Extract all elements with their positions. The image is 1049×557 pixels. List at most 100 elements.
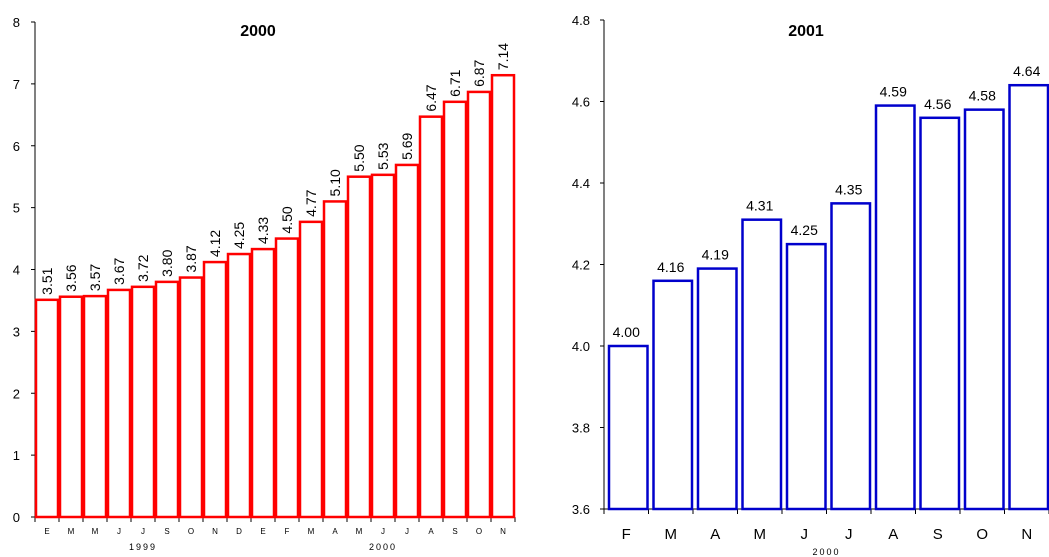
bar [370, 173, 396, 519]
chart-title: 2001 [788, 23, 824, 40]
data-label: 4.33 [255, 217, 271, 244]
data-label: 5.50 [351, 144, 367, 171]
data-label: 4.25 [791, 222, 818, 238]
x-tick-label: M [308, 527, 315, 536]
x-tick-label: N [212, 527, 218, 536]
bar [154, 280, 180, 519]
data-label: 4.35 [835, 181, 862, 197]
y-tick-label: 3.6 [572, 502, 590, 517]
data-label: 4.56 [924, 96, 951, 112]
data-label: 4.59 [880, 84, 907, 100]
y-tick-label: 4.4 [572, 176, 590, 191]
data-label: 7.14 [495, 43, 511, 70]
y-tick-label: 3 [13, 324, 20, 339]
y-tick-label: 3.8 [572, 421, 590, 436]
bar [785, 242, 827, 511]
bar [490, 73, 516, 519]
data-label: 4.19 [702, 247, 729, 263]
bar [919, 116, 961, 511]
x-tick-label: J [117, 527, 121, 536]
x-tick-label: O [476, 527, 482, 536]
bar [607, 344, 649, 511]
x-tick-label: M [356, 527, 363, 536]
data-label: 4.16 [657, 259, 684, 275]
y-tick-label: 4.2 [572, 258, 590, 273]
chart-title: 2000 [240, 23, 276, 40]
category-group-label: 1999 [129, 542, 157, 552]
bar [106, 288, 132, 519]
data-label: 3.57 [87, 264, 103, 291]
x-tick-label: O [976, 526, 988, 543]
x-tick-label: A [888, 526, 898, 543]
category-group-label: 2000 [369, 542, 397, 552]
data-label: 3.56 [63, 264, 79, 291]
y-tick-label: 4.0 [572, 339, 590, 354]
data-label: 5.10 [327, 169, 343, 196]
x-tick-label: M [665, 526, 678, 543]
data-label: 3.51 [39, 267, 55, 294]
y-tick-label: 8 [13, 15, 20, 30]
data-label: 4.50 [279, 206, 295, 233]
x-tick-label: A [710, 526, 720, 543]
data-label: 4.77 [303, 189, 319, 216]
bar [696, 267, 738, 511]
x-tick-label: J [801, 526, 809, 543]
bar [346, 175, 372, 519]
data-label: 5.53 [375, 142, 391, 169]
x-tick-label: S [452, 527, 457, 536]
data-label: 4.12 [207, 230, 223, 257]
data-label: 4.00 [613, 324, 640, 340]
data-label: 4.25 [231, 222, 247, 249]
x-tick-label: F [285, 527, 290, 536]
x-tick-label: F [622, 526, 631, 543]
data-label: 4.58 [969, 88, 996, 104]
bar [1008, 83, 1049, 511]
x-tick-label: D [236, 527, 242, 536]
bar [652, 279, 694, 511]
x-tick-label: J [381, 527, 385, 536]
chart-2000: 0 1 2 3 4 5 6 7 8 3.51 E 3.56 M 3.57 M 3.67 J 3.72 J 3.80 S 3… [13, 15, 516, 552]
data-label: 3.67 [111, 257, 127, 284]
bar [130, 285, 156, 519]
x-tick-label: J [845, 526, 853, 543]
x-tick-label: E [44, 527, 49, 536]
bar [274, 237, 300, 519]
bar [34, 298, 60, 519]
bar [58, 295, 84, 519]
bar [298, 220, 324, 519]
x-tick-label: M [92, 527, 99, 536]
y-tick-label: 4.8 [572, 13, 590, 28]
bar [874, 104, 916, 511]
bar [394, 163, 420, 519]
data-label: 4.64 [1013, 63, 1040, 79]
x-tick-label: N [1021, 526, 1032, 543]
bar [830, 202, 872, 511]
data-label: 5.69 [399, 132, 415, 159]
data-label: 6.47 [423, 84, 439, 111]
y-tick-label: 0 [13, 510, 20, 525]
data-label: 3.72 [135, 254, 151, 281]
x-tick-label: M [68, 527, 75, 536]
y-tick-label: 6 [13, 139, 20, 154]
y-tick-label: 4 [13, 263, 20, 278]
y-tick-label: 2 [13, 386, 20, 401]
bar [82, 294, 108, 519]
x-tick-label: A [428, 527, 434, 536]
bar [963, 108, 1005, 511]
x-tick-label: O [188, 527, 194, 536]
x-tick-label: J [141, 527, 145, 536]
bar [418, 115, 444, 519]
y-tick-label: 7 [13, 77, 20, 92]
bar [250, 247, 276, 519]
x-tick-label: S [164, 527, 169, 536]
bar [226, 252, 252, 519]
bar [202, 260, 228, 519]
data-label: 4.31 [746, 198, 773, 214]
bar [178, 276, 204, 519]
x-tick-label: J [405, 527, 409, 536]
bar [466, 90, 492, 519]
category-group-label: 2000 [812, 547, 840, 557]
x-tick-label: A [332, 527, 338, 536]
data-label: 3.80 [159, 249, 175, 276]
